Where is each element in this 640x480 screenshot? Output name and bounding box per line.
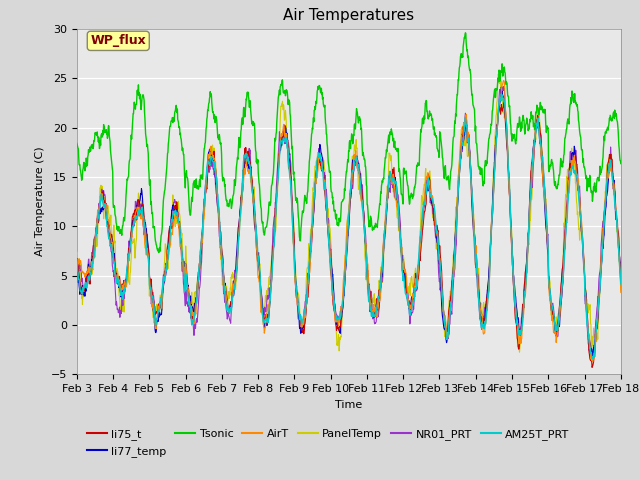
NR01_PRT	[194, 312, 202, 317]
Title: Air Temperatures: Air Temperatures	[284, 9, 414, 24]
AM25T_PRT	[73, 256, 81, 262]
AirT	[73, 256, 81, 262]
NR01_PRT	[499, 84, 507, 89]
Tsonic	[255, 180, 263, 186]
PanelTemp	[194, 275, 202, 280]
Tsonic	[155, 250, 163, 255]
AM25T_PRT	[180, 275, 188, 281]
PanelTemp	[516, 349, 524, 355]
AM25T_PRT	[255, 256, 262, 262]
NR01_PRT	[588, 356, 595, 361]
Tsonic	[461, 30, 469, 36]
li77_temp	[194, 275, 202, 280]
Line: Tsonic: Tsonic	[77, 33, 621, 252]
Tsonic	[617, 161, 625, 167]
AM25T_PRT	[553, 327, 561, 333]
Y-axis label: Air Temperature (C): Air Temperature (C)	[35, 147, 45, 256]
li75_t	[433, 222, 441, 228]
PanelTemp	[255, 253, 262, 259]
Line: AirT: AirT	[77, 80, 621, 362]
NR01_PRT	[180, 292, 188, 298]
AirT	[194, 279, 202, 285]
Tsonic	[181, 177, 189, 182]
li77_temp	[255, 258, 262, 264]
li77_temp	[589, 353, 596, 359]
li77_temp	[180, 265, 188, 271]
Line: PanelTemp: PanelTemp	[77, 74, 621, 352]
li77_temp	[433, 240, 441, 245]
Line: li77_temp: li77_temp	[77, 87, 621, 356]
li75_t	[73, 256, 81, 262]
li75_t	[500, 100, 508, 106]
li75_t	[553, 326, 561, 332]
li75_t	[505, 178, 513, 184]
AirT	[500, 77, 508, 83]
li77_temp	[505, 168, 513, 174]
AirT	[553, 335, 561, 341]
AM25T_PRT	[433, 230, 441, 236]
PanelTemp	[73, 251, 81, 257]
NR01_PRT	[505, 168, 513, 173]
Tsonic	[505, 102, 513, 108]
Tsonic	[73, 141, 81, 146]
li75_t	[180, 271, 188, 277]
AirT	[255, 273, 262, 279]
AirT	[180, 269, 188, 275]
AM25T_PRT	[589, 357, 597, 362]
AirT	[617, 289, 625, 295]
AM25T_PRT	[505, 167, 513, 172]
AM25T_PRT	[617, 281, 625, 287]
Line: li75_t: li75_t	[77, 103, 621, 367]
Legend: li75_t, li77_temp, Tsonic, AirT, PanelTemp, NR01_PRT, AM25T_PRT: li75_t, li77_temp, Tsonic, AirT, PanelTe…	[83, 425, 574, 461]
Text: WP_flux: WP_flux	[90, 35, 146, 48]
PanelTemp	[617, 287, 625, 293]
Tsonic	[195, 186, 202, 192]
li77_temp	[553, 330, 561, 336]
NR01_PRT	[553, 329, 561, 335]
li75_t	[255, 254, 262, 260]
Tsonic	[434, 146, 442, 152]
Tsonic	[553, 184, 561, 190]
AM25T_PRT	[497, 91, 505, 97]
NR01_PRT	[617, 275, 625, 281]
PanelTemp	[433, 243, 441, 249]
AirT	[433, 233, 441, 239]
PanelTemp	[553, 319, 561, 325]
PanelTemp	[505, 171, 513, 177]
li75_t	[194, 287, 202, 292]
AM25T_PRT	[194, 279, 202, 285]
li75_t	[588, 364, 596, 370]
X-axis label: Time: Time	[335, 400, 362, 409]
NR01_PRT	[255, 250, 262, 255]
Line: NR01_PRT: NR01_PRT	[77, 86, 621, 359]
li77_temp	[497, 84, 505, 90]
Line: AM25T_PRT: AM25T_PRT	[77, 94, 621, 360]
NR01_PRT	[433, 236, 441, 242]
PanelTemp	[495, 71, 502, 77]
AirT	[505, 174, 513, 180]
NR01_PRT	[73, 256, 81, 262]
li77_temp	[617, 273, 625, 278]
AirT	[589, 359, 596, 365]
li75_t	[617, 279, 625, 285]
PanelTemp	[180, 259, 188, 265]
li77_temp	[73, 256, 81, 262]
